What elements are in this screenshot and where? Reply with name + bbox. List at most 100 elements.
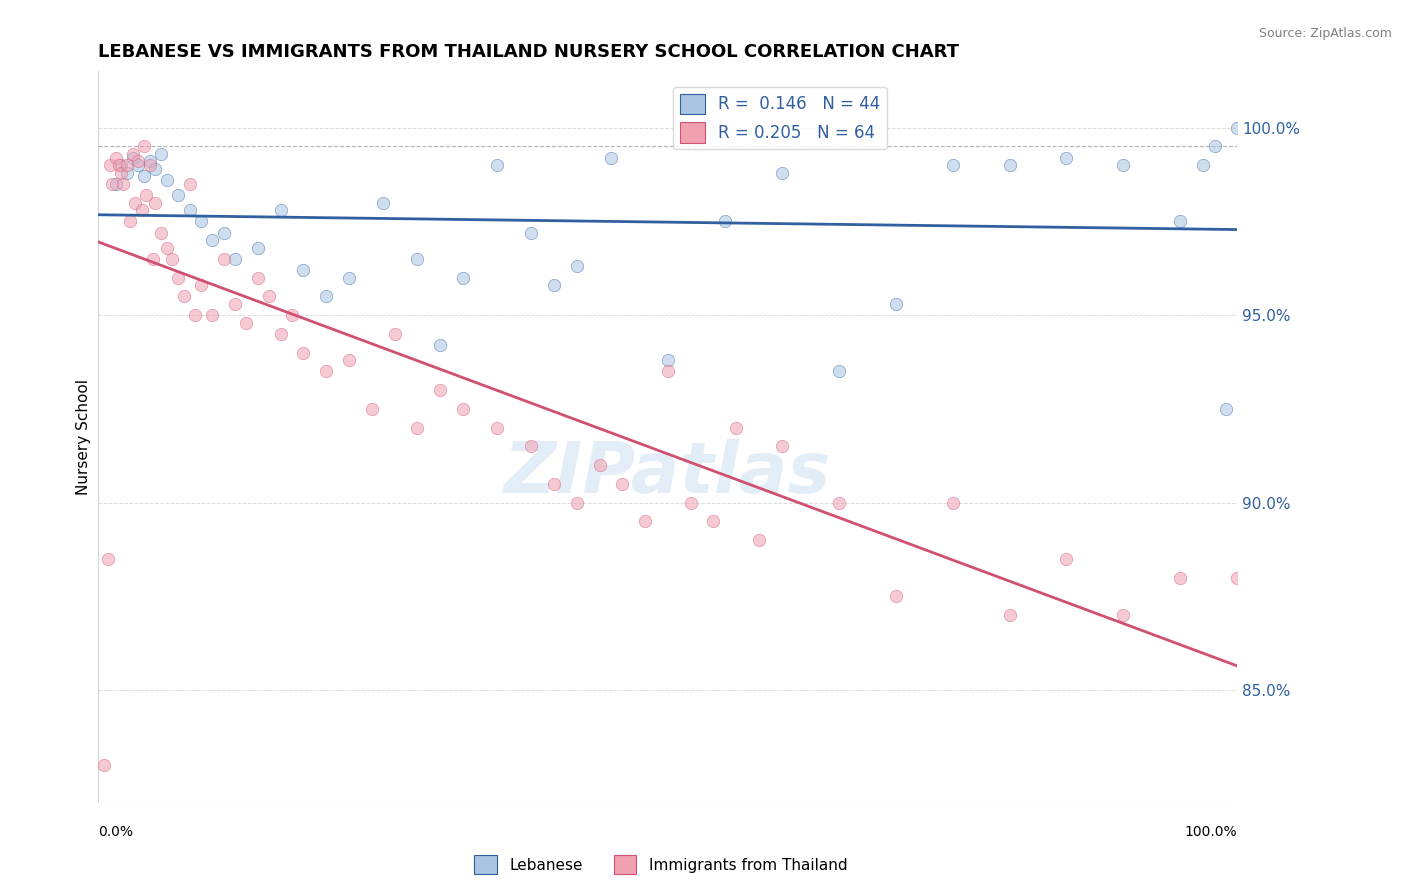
- Point: [520, 226, 543, 240]
- Text: LEBANESE VS IMMIGRANTS FROM THAILAND NURSERY SCHOOL CORRELATION CHART: LEBANESE VS IMMIGRANTS FROM THAILAND NUR…: [98, 44, 959, 62]
- Point: [142, 252, 165, 266]
- Point: [451, 270, 474, 285]
- Point: [770, 166, 793, 180]
- Point: [1056, 552, 1078, 566]
- Point: [131, 203, 153, 218]
- Point: [246, 241, 269, 255]
- Point: [429, 383, 451, 397]
- Point: [942, 158, 965, 172]
- Point: [565, 260, 588, 274]
- Point: [145, 161, 167, 176]
- Point: [132, 169, 155, 184]
- Point: [281, 308, 304, 322]
- Point: [115, 166, 138, 180]
- Point: [657, 353, 679, 368]
- Text: 0.0%: 0.0%: [98, 825, 134, 838]
- Point: [429, 338, 451, 352]
- Point: [167, 270, 190, 285]
- Point: [179, 177, 201, 191]
- Point: [588, 458, 610, 473]
- Point: [138, 154, 160, 169]
- Point: [121, 147, 143, 161]
- Point: [1112, 608, 1135, 623]
- Point: [1226, 120, 1249, 135]
- Point: [179, 203, 201, 218]
- Legend: Lebanese, Immigrants from Thailand: Lebanese, Immigrants from Thailand: [468, 849, 853, 880]
- Point: [543, 477, 565, 491]
- Point: [235, 316, 257, 330]
- Point: [998, 158, 1021, 172]
- Point: [201, 233, 224, 247]
- Point: [828, 364, 851, 378]
- Point: [224, 297, 246, 311]
- Point: [451, 401, 474, 416]
- Point: [93, 758, 115, 772]
- Point: [104, 177, 127, 191]
- Point: [315, 289, 337, 303]
- Point: [337, 353, 360, 368]
- Point: [337, 270, 360, 285]
- Point: [1170, 214, 1192, 228]
- Point: [127, 158, 149, 172]
- Point: [184, 308, 207, 322]
- Point: [190, 278, 212, 293]
- Legend: R =  0.146   N = 44, R = 0.205   N = 64: R = 0.146 N = 44, R = 0.205 N = 64: [673, 87, 887, 149]
- Point: [657, 364, 679, 378]
- Point: [132, 139, 155, 153]
- Point: [156, 173, 179, 187]
- Point: [138, 158, 160, 172]
- Point: [315, 364, 337, 378]
- Y-axis label: Nursery School: Nursery School: [76, 379, 91, 495]
- Point: [270, 326, 292, 341]
- Point: [121, 151, 143, 165]
- Text: 100.0%: 100.0%: [1185, 825, 1237, 838]
- Point: [246, 270, 269, 285]
- Point: [112, 177, 135, 191]
- Point: [884, 297, 907, 311]
- Point: [150, 226, 173, 240]
- Point: [110, 158, 132, 172]
- Point: [679, 496, 702, 510]
- Point: [612, 477, 634, 491]
- Point: [565, 496, 588, 510]
- Point: [259, 289, 281, 303]
- Point: [942, 496, 965, 510]
- Point: [884, 590, 907, 604]
- Point: [600, 151, 623, 165]
- Point: [135, 188, 157, 202]
- Point: [270, 203, 292, 218]
- Point: [162, 252, 184, 266]
- Point: [224, 252, 246, 266]
- Point: [115, 158, 138, 172]
- Point: [167, 188, 190, 202]
- Point: [212, 252, 235, 266]
- Text: Source: ZipAtlas.com: Source: ZipAtlas.com: [1258, 27, 1392, 40]
- Point: [384, 326, 406, 341]
- Point: [1215, 401, 1237, 416]
- Point: [1192, 158, 1215, 172]
- Point: [190, 214, 212, 228]
- Point: [110, 166, 132, 180]
- Point: [1204, 139, 1226, 153]
- Point: [828, 496, 851, 510]
- Point: [292, 263, 315, 277]
- Point: [101, 177, 124, 191]
- Point: [145, 195, 167, 210]
- Point: [714, 214, 737, 228]
- Text: ZIPatlas: ZIPatlas: [505, 439, 831, 508]
- Point: [96, 552, 118, 566]
- Point: [108, 158, 131, 172]
- Point: [1170, 571, 1192, 585]
- Point: [1226, 571, 1249, 585]
- Point: [406, 252, 429, 266]
- Point: [1056, 151, 1078, 165]
- Point: [748, 533, 770, 548]
- Point: [150, 147, 173, 161]
- Point: [120, 214, 142, 228]
- Point: [998, 608, 1021, 623]
- Point: [173, 289, 195, 303]
- Point: [201, 308, 224, 322]
- Point: [212, 226, 235, 240]
- Point: [406, 420, 429, 434]
- Point: [104, 151, 127, 165]
